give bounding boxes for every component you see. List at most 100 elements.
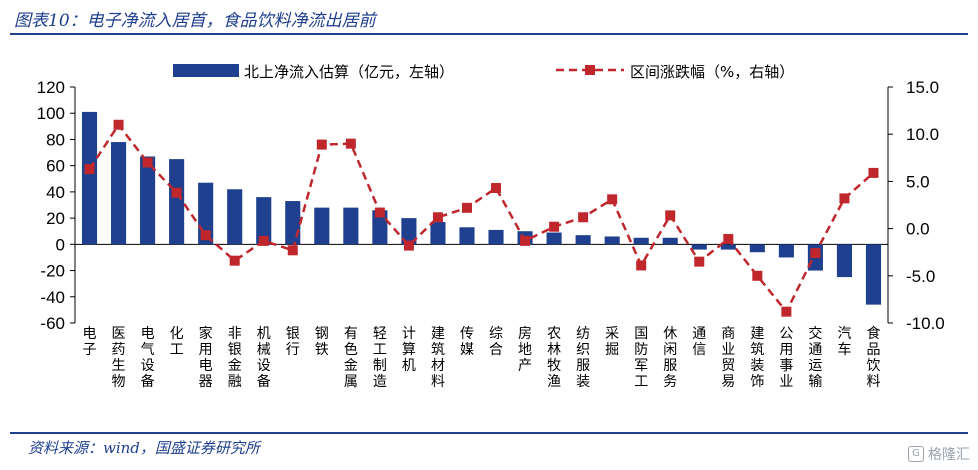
line-point [549, 221, 560, 232]
left-tick-label: 120 [37, 78, 65, 97]
return-line [88, 122, 875, 314]
line-point [868, 167, 879, 178]
bar [546, 232, 562, 245]
source-note: 资料来源：wind，国盛证券研究所 [28, 439, 260, 457]
category-label: 电气设备 [141, 326, 155, 390]
watermark-logo-icon: G [908, 446, 924, 462]
category-label: 化工 [170, 326, 184, 358]
right-tick-label: 0.0 [906, 220, 930, 239]
category-label: 电子 [83, 326, 97, 358]
bar [778, 244, 794, 258]
line-point [752, 270, 763, 281]
category-label: 医药生物 [112, 326, 126, 390]
bar [633, 237, 649, 245]
bar [372, 210, 388, 245]
legend-bar-label: 北上净流入估算（亿元，左轴） [244, 63, 454, 81]
right-tick-label: 5.0 [906, 172, 930, 191]
category-label: 国防军工 [634, 326, 648, 390]
left-tick-label: 60 [46, 157, 65, 176]
line-point [781, 306, 792, 317]
line-point [403, 240, 414, 251]
left-tick-label: -60 [40, 314, 65, 333]
bar [575, 235, 591, 245]
line-point [258, 235, 269, 246]
line-point [432, 212, 443, 223]
category-label: 综合 [489, 326, 503, 358]
line-point [316, 139, 327, 150]
category-label: 商业贸易 [721, 326, 735, 390]
category-label: 农林牧渔 [547, 326, 561, 390]
line-point [694, 256, 705, 267]
line-point [723, 233, 734, 244]
bar [836, 244, 852, 278]
legend-line-marker [585, 65, 595, 75]
legend-bar-swatch [173, 64, 239, 77]
line-point [171, 187, 182, 198]
line-point [200, 230, 211, 241]
bar [865, 244, 882, 305]
category-label: 建筑材料 [431, 326, 445, 390]
right-tick-label: -10.0 [906, 314, 945, 333]
category-label: 有色金属 [344, 326, 358, 390]
right-tick-label: -5.0 [906, 267, 935, 286]
left-tick-label: 0 [56, 235, 65, 254]
bar [227, 189, 243, 245]
left-tick-label: -40 [40, 288, 65, 307]
watermark-text: 格隆汇 [928, 447, 970, 463]
line-point [810, 248, 821, 259]
line-point [636, 260, 647, 271]
bar [459, 227, 475, 245]
line-point [229, 255, 240, 266]
bar [256, 197, 272, 245]
line-series [84, 119, 879, 317]
legend: 北上净流入估算（亿元，左轴） 区间涨跌幅（%，右轴） [173, 63, 794, 81]
bar [169, 159, 185, 245]
bar [430, 222, 446, 245]
line-point [374, 207, 385, 218]
category-label: 纺织服装 [576, 326, 590, 390]
line-point [520, 235, 531, 246]
left-tick-label: 40 [46, 183, 65, 202]
line-point [461, 202, 472, 213]
line-point [491, 183, 502, 194]
category-label: 公用事业 [779, 326, 793, 390]
top-rule [10, 33, 968, 35]
bar [691, 244, 707, 250]
right-tick-label: 10.0 [906, 125, 939, 144]
bar [111, 142, 127, 245]
category-label: 家用电器 [199, 325, 213, 390]
category-label: 银行 [286, 326, 300, 358]
line-point [287, 245, 298, 256]
bar [720, 244, 736, 250]
category-label: 汽车 [837, 326, 851, 358]
line-point [113, 119, 124, 130]
line-point [607, 194, 618, 205]
line-point [578, 212, 589, 223]
bar [314, 207, 330, 245]
category-label: 建筑装饰 [750, 326, 764, 390]
bar [140, 156, 156, 245]
category-label: 休闲服务 [663, 326, 677, 390]
bar [488, 229, 504, 245]
watermark: G 格隆汇 [908, 444, 970, 464]
category-label: 计算机 [402, 326, 416, 374]
line-point [839, 193, 850, 204]
bar [343, 207, 359, 245]
left-tick-label: 20 [46, 209, 65, 228]
category-label: 钢铁 [315, 326, 329, 358]
bar [604, 236, 620, 245]
left-tick-label: 80 [46, 130, 65, 149]
chart-title: 图表10：电子净流入居首，食品饮料净流出居前 [14, 11, 376, 31]
category-label: 房地产 [518, 326, 532, 374]
line-point [665, 210, 676, 221]
line-point [345, 138, 356, 149]
category-label: 传媒 [460, 326, 474, 358]
bar [81, 111, 98, 245]
category-label: 交通运输 [808, 325, 822, 390]
bar [662, 237, 678, 245]
bar [749, 244, 765, 253]
category-label: 食品饮料 [866, 325, 880, 390]
category-label: 非银金融 [228, 326, 242, 390]
